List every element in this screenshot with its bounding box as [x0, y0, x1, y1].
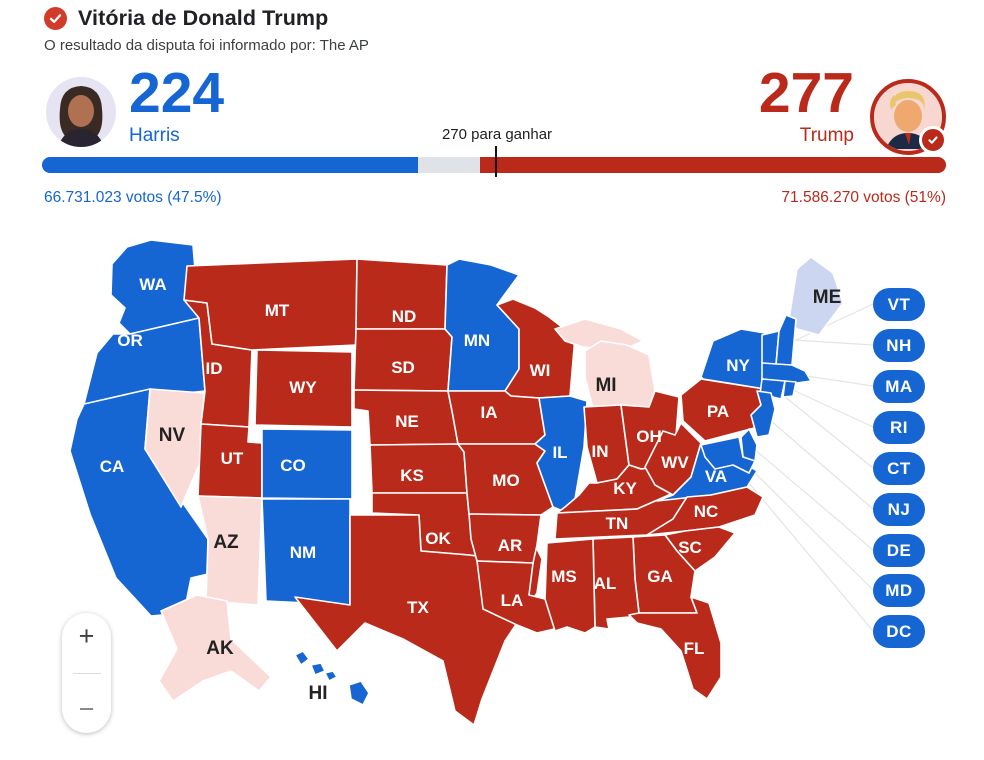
pill-state-vt[interactable]: VT	[873, 288, 925, 321]
state-HI[interactable]	[324, 670, 338, 682]
state-AR[interactable]	[468, 513, 542, 564]
state-ND[interactable]	[355, 258, 448, 330]
state-SD[interactable]	[353, 328, 453, 392]
harris-score: 224 Harris	[129, 64, 224, 147]
state-NH[interactable]	[775, 314, 797, 366]
trump-name: Trump	[799, 125, 854, 147]
page-title: Vitória de Donald Trump	[78, 6, 329, 30]
result-subtitle: O resultado da disputa foi informado por…	[44, 37, 369, 54]
threshold-label: 270 para ganhar	[441, 126, 553, 143]
pill-state-ct[interactable]: CT	[873, 452, 925, 485]
state-FL[interactable]	[628, 596, 722, 700]
map-zoom-control: + −	[62, 613, 111, 733]
trump-electoral-votes: 277	[758, 61, 854, 125]
state-AK[interactable]	[158, 594, 272, 702]
pill-state-ma[interactable]: MA	[873, 370, 925, 403]
state-HI[interactable]	[310, 662, 326, 676]
state-NE[interactable]	[353, 389, 459, 446]
state-MN[interactable]	[444, 258, 520, 392]
state-NJ[interactable]	[750, 390, 776, 438]
harris-electoral-votes: 224	[129, 61, 225, 125]
270-threshold-marker	[494, 146, 497, 177]
pill-state-de[interactable]: DE	[873, 534, 925, 567]
winner-check-icon	[919, 126, 947, 154]
pill-state-nj[interactable]: NJ	[873, 493, 925, 526]
state-WY[interactable]	[254, 349, 353, 428]
state-KS[interactable]	[369, 443, 468, 494]
harris-bar-segment	[42, 157, 419, 173]
state-NV[interactable]	[144, 388, 205, 508]
harris-name: Harris	[129, 125, 180, 147]
harris-popular-votes: 66.731.023 votos (47.5%)	[44, 189, 222, 206]
state-PA[interactable]	[680, 378, 766, 442]
pill-state-md[interactable]: MD	[873, 574, 925, 607]
trump-popular-votes: 71.586.270 votos (51%)	[781, 189, 946, 206]
state-IL[interactable]	[534, 395, 588, 512]
zoom-out-button[interactable]: −	[78, 694, 95, 724]
state-AZ[interactable]	[197, 495, 263, 606]
trump-bar-segment	[480, 157, 946, 173]
state-IA[interactable]	[447, 390, 546, 445]
trump-avatar	[870, 79, 947, 155]
state-MI-upper[interactable]	[554, 318, 644, 352]
state-UT[interactable]	[197, 423, 263, 499]
zoom-control-divider	[72, 672, 101, 674]
pill-state-ri[interactable]: RI	[873, 411, 925, 444]
state-ME[interactable]	[788, 256, 844, 336]
state-MD[interactable]	[700, 436, 756, 474]
state-shapes	[69, 239, 844, 726]
check-circle-icon	[44, 7, 67, 30]
state-label-HI: HI	[309, 683, 328, 704]
state-MO[interactable]	[457, 443, 554, 516]
state-NM[interactable]	[261, 498, 351, 606]
state-HI[interactable]	[348, 680, 370, 706]
harris-avatar	[46, 77, 116, 147]
trump-score: 277 Trump	[759, 64, 854, 147]
electoral-progress-bar	[42, 146, 946, 177]
state-RI[interactable]	[782, 380, 797, 398]
state-MS[interactable]	[544, 538, 596, 634]
zoom-in-button[interactable]: +	[78, 621, 95, 651]
state-HI[interactable]	[294, 650, 310, 666]
state-MI[interactable]	[584, 340, 656, 410]
state-AL[interactable]	[592, 536, 640, 630]
state-CO[interactable]	[261, 428, 353, 500]
pill-state-nh[interactable]: NH	[873, 329, 925, 362]
pill-state-dc[interactable]: DC	[873, 615, 925, 648]
result-header: Vitória de Donald Trump	[44, 6, 328, 31]
